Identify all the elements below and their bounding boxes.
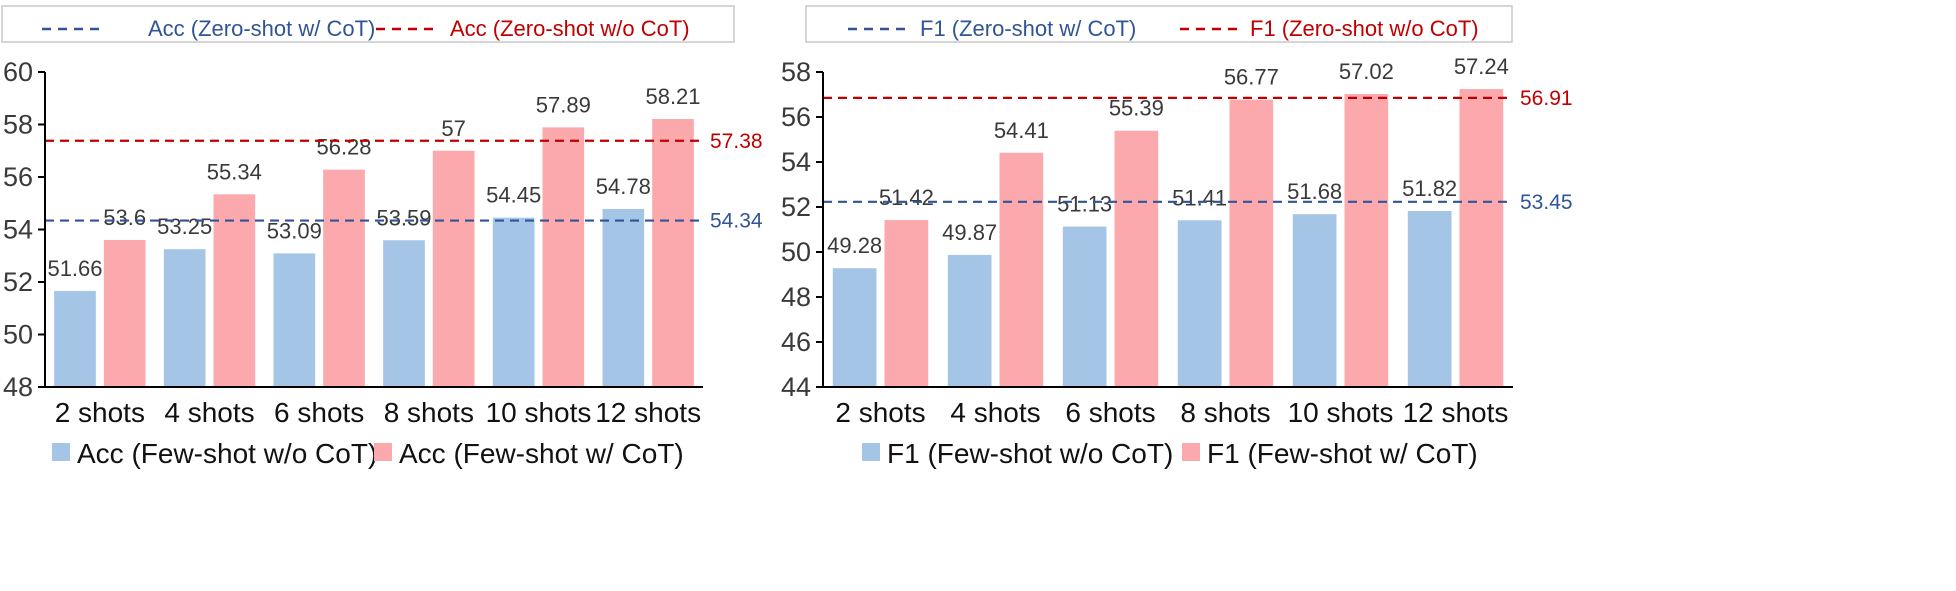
f1-chart: F1 (Zero-shot w/ CoT) F1 (Zero-shot w/o C…	[781, 0, 1956, 591]
acc-y-tick-label-5: 58	[3, 110, 33, 140]
f1-bar-w-cot-3	[1229, 99, 1274, 388]
f1-data-label-0-5: 51.82	[1402, 176, 1457, 201]
acc-top-legend-label-0: Acc (Zero-shot w/ CoT)	[148, 16, 375, 41]
f1-top-legend-label-1: F1 (Zero-shot w/o CoT)	[1250, 16, 1479, 41]
f1-bar-wo-cot-4	[1292, 214, 1337, 387]
acc-data-label-1-1: 55.34	[207, 159, 262, 184]
f1-bar-wo-cot-5	[1407, 211, 1452, 387]
f1-top-legend-box	[805, 5, 1513, 43]
f1-bottom-legend-label-1: F1 (Few-shot w/ CoT)	[1207, 438, 1478, 469]
acc-bar-w-cot-5	[652, 118, 694, 388]
f1-x-tick-label-3: 8 shots	[1180, 397, 1270, 428]
f1-y-tick-label-2: 48	[781, 282, 811, 312]
acc-chart: Acc (Zero-shot w/ CoT) Acc (Zero-shot w/o…	[1, 5, 763, 469]
f1-y-tick-label-1: 46	[781, 327, 811, 357]
acc-bottom-legend-swatch-0	[52, 443, 70, 461]
f1-data-label-1-3: 56.77	[1224, 65, 1279, 90]
f1-y-tick-label-7: 58	[781, 57, 811, 87]
acc-bar-wo-cot-5	[602, 209, 645, 387]
acc-data-label-0-4: 54.45	[486, 183, 541, 208]
acc-bar-w-cot-4	[542, 127, 585, 387]
acc-data-label-1-4: 57.89	[536, 92, 591, 117]
f1-chart-svg: F1 (Zero-shot w/ CoT) F1 (Zero-shot w/o C…	[781, 5, 1573, 469]
f1-top-legend-label-0: F1 (Zero-shot w/ CoT)	[920, 16, 1136, 41]
f1-bottom-legend-swatch-1	[1182, 443, 1200, 461]
acc-data-label-0-1: 53.25	[157, 214, 212, 239]
acc-x-tick-label-4: 10 shots	[486, 397, 592, 428]
acc-bar-wo-cot-3	[383, 240, 425, 387]
acc-data-label-0-5: 54.78	[596, 174, 651, 199]
f1-y-tick-label-4: 52	[781, 192, 811, 222]
f1-data-label-0-3: 51.41	[1172, 185, 1227, 210]
acc-data-label-0-2: 53.09	[267, 218, 322, 243]
f1-x-tick-label-4: 10 shots	[1288, 397, 1394, 428]
f1-bar-wo-cot-1	[947, 254, 992, 387]
f1-bar-w-cot-5	[1459, 89, 1504, 387]
f1-ref-label-1: 56.91	[1520, 87, 1573, 110]
acc-bar-wo-cot-2	[273, 253, 316, 387]
f1-bar-wo-cot-2	[1062, 226, 1107, 387]
acc-data-label-1-0: 53.6	[103, 205, 146, 230]
f1-data-label-1-0: 51.42	[879, 185, 934, 210]
acc-bottom-legend-swatch-1	[374, 443, 392, 461]
f1-y-tick-label-5: 54	[781, 147, 811, 177]
acc-ref-label-1: 57.38	[710, 130, 763, 153]
f1-bar-w-cot-4	[1344, 94, 1389, 388]
f1-bar-wo-cot-3	[1177, 220, 1222, 387]
acc-bar-w-cot-1	[213, 194, 256, 387]
f1-x-tick-label-1: 4 shots	[950, 397, 1040, 428]
acc-x-tick-label-5: 12 shots	[595, 397, 701, 428]
acc-bottom-legend-label-0: Acc (Few-shot w/o CoT)	[77, 438, 377, 469]
acc-top-legend-label-1: Acc (Zero-shot w/o CoT)	[450, 16, 690, 41]
f1-bar-w-cot-0	[884, 220, 929, 387]
acc-y-tick-label-2: 52	[3, 267, 33, 297]
f1-data-label-1-2: 55.39	[1109, 96, 1164, 121]
acc-x-tick-label-3: 8 shots	[384, 397, 474, 428]
f1-bar-w-cot-2	[1114, 130, 1159, 387]
acc-bar-w-cot-2	[323, 169, 365, 387]
acc-x-tick-label-2: 6 shots	[274, 397, 364, 428]
f1-x-tick-label-2: 6 shots	[1065, 397, 1155, 428]
acc-top-legend-box	[1, 5, 735, 43]
acc-chart-group: Acc (Zero-shot w/ CoT) Acc (Zero-shot w/o…	[1, 5, 763, 469]
acc-data-label-1-5: 58.21	[645, 84, 700, 109]
acc-bar-wo-cot-1	[163, 249, 206, 387]
f1-y-tick-label-3: 50	[781, 237, 811, 267]
f1-x-tick-label-0: 2 shots	[835, 397, 925, 428]
acc-y-tick-label-0: 48	[3, 372, 33, 402]
acc-y-tick-label-4: 56	[3, 162, 33, 192]
f1-data-label-1-1: 54.41	[994, 118, 1049, 143]
acc-y-tick-label-3: 54	[3, 215, 33, 245]
acc-bottom-legend-label-1: Acc (Few-shot w/ CoT)	[399, 438, 684, 469]
f1-y-tick-label-6: 56	[781, 102, 811, 132]
f1-data-label-1-5: 57.24	[1454, 54, 1509, 79]
acc-y-tick-label-6: 60	[3, 57, 33, 87]
acc-data-label-0-0: 51.66	[47, 256, 102, 281]
acc-bar-w-cot-0	[103, 240, 146, 387]
f1-data-label-0-2: 51.13	[1057, 192, 1112, 217]
f1-data-label-0-0: 49.28	[827, 233, 882, 258]
acc-data-label-0-3: 53.59	[376, 205, 431, 230]
f1-bar-wo-cot-0	[832, 268, 877, 387]
f1-bottom-legend-swatch-0	[862, 443, 880, 461]
f1-data-label-0-4: 51.68	[1287, 179, 1342, 204]
f1-x-tick-label-5: 12 shots	[1403, 397, 1509, 428]
f1-bar-w-cot-1	[999, 152, 1044, 387]
acc-chart-svg: Acc (Zero-shot w/ CoT) Acc (Zero-shot w/o…	[1, 5, 763, 469]
f1-chart-group: F1 (Zero-shot w/ CoT) F1 (Zero-shot w/o C…	[781, 5, 1573, 469]
acc-x-tick-label-0: 2 shots	[55, 397, 145, 428]
f1-y-tick-label-0: 44	[781, 372, 811, 402]
f1-data-label-0-1: 49.87	[942, 220, 997, 245]
f1-ref-label-0: 53.45	[1520, 191, 1573, 214]
f1-bottom-legend-label-0: F1 (Few-shot w/o CoT)	[887, 438, 1173, 469]
acc-x-tick-label-1: 4 shots	[164, 397, 254, 428]
acc-y-tick-label-1: 50	[3, 320, 33, 350]
acc-data-label-1-3: 57	[441, 116, 465, 141]
acc-bar-wo-cot-4	[492, 217, 535, 387]
acc-bar-wo-cot-0	[54, 290, 96, 387]
acc-data-label-1-2: 56.28	[316, 135, 371, 160]
f1-data-label-1-4: 57.02	[1339, 59, 1394, 84]
acc-bar-w-cot-3	[432, 150, 475, 387]
acc-ref-label-0: 54.34	[710, 210, 763, 233]
